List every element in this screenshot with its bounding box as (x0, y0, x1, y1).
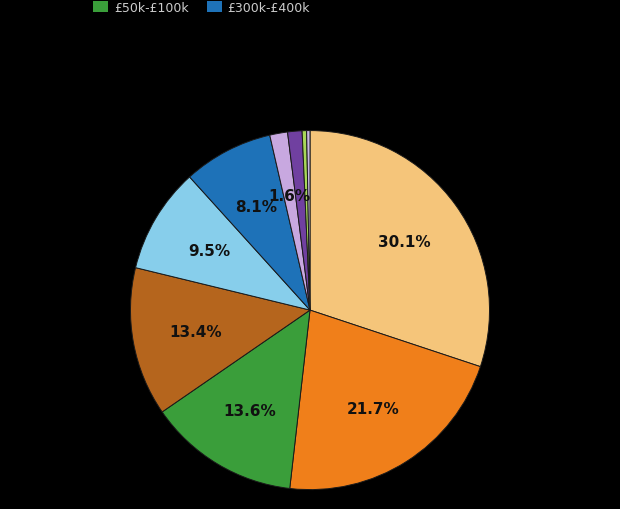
Wedge shape (136, 178, 310, 310)
Wedge shape (310, 131, 490, 367)
Text: 9.5%: 9.5% (188, 243, 231, 259)
Text: 13.6%: 13.6% (224, 403, 277, 418)
Wedge shape (302, 131, 310, 310)
Text: 30.1%: 30.1% (378, 235, 431, 250)
Text: 13.4%: 13.4% (169, 324, 221, 339)
Wedge shape (190, 136, 310, 310)
Wedge shape (270, 133, 310, 310)
Wedge shape (288, 131, 310, 310)
Legend: £100k-£150k, £150k-£200k, £50k-£100k, £200k-£250k, £250k-£300k, £300k-£400k, £40: £100k-£150k, £150k-£200k, £50k-£100k, £2… (88, 0, 532, 20)
Wedge shape (307, 131, 310, 310)
Wedge shape (290, 310, 480, 490)
Text: 8.1%: 8.1% (235, 200, 277, 215)
Text: 1.6%: 1.6% (268, 188, 311, 203)
Wedge shape (162, 310, 310, 489)
Wedge shape (130, 268, 310, 412)
Text: 21.7%: 21.7% (347, 401, 399, 416)
